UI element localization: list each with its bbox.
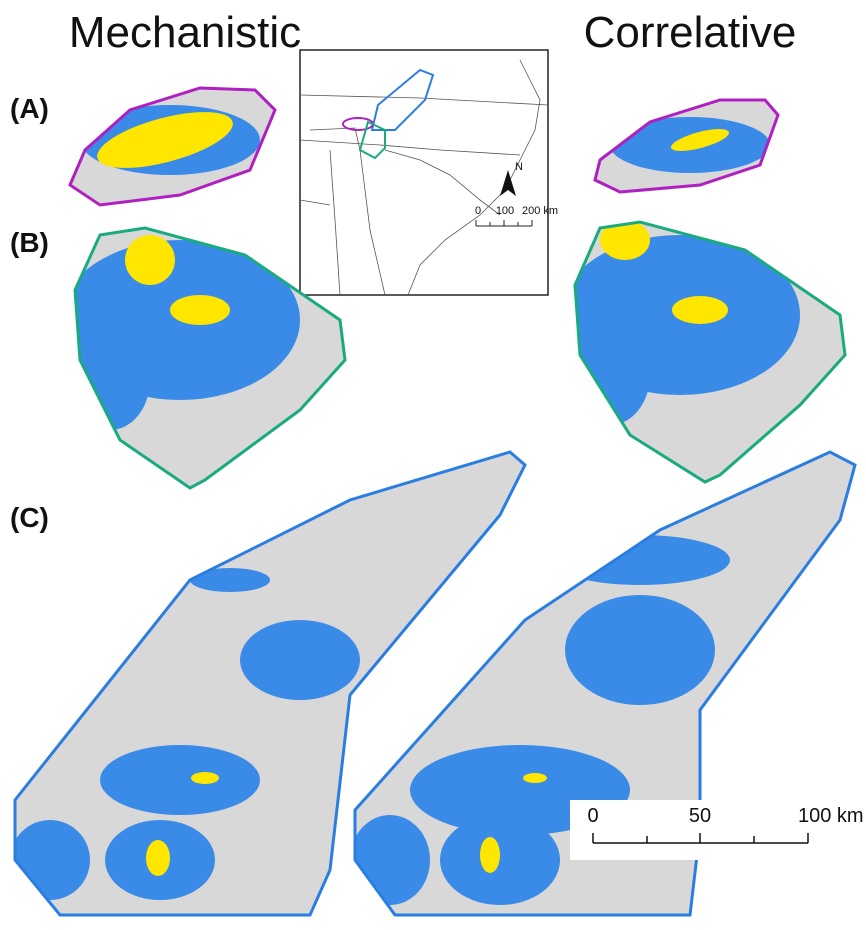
map-region [60, 80, 290, 210]
scale-label: 50 [689, 805, 711, 827]
inset-scale-label: 100 [496, 205, 514, 217]
right-title: Correlative [584, 8, 797, 57]
map-region [560, 215, 855, 490]
inset-scale-label: 200 km [522, 205, 558, 217]
scale-bar: 0 50 100 km [570, 800, 864, 860]
panel-label: (C) [10, 502, 49, 533]
scale-label: 0 [587, 805, 598, 827]
inset-map: N 0 100 200 km [300, 50, 558, 295]
inset-scale-label: 0 [475, 205, 481, 217]
figure: Mechanistic Correlative (A) (B) (C) N 0 … [0, 0, 866, 930]
panel-label: (A) [10, 93, 49, 124]
north-label: N [515, 161, 523, 173]
scale-label: 100 km [798, 805, 864, 827]
left-title: Mechanistic [69, 8, 301, 57]
panel-label: (B) [10, 227, 49, 258]
